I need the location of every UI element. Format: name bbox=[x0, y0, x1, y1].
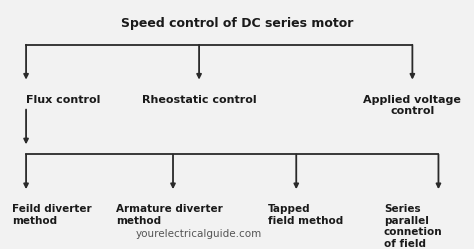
Text: Armature diverter
method: Armature diverter method bbox=[116, 204, 223, 226]
Text: yourelectricalguide.com: yourelectricalguide.com bbox=[136, 229, 262, 239]
Text: Series
parallel
connetion
of field: Series parallel connetion of field bbox=[384, 204, 443, 249]
Text: Rheostatic control: Rheostatic control bbox=[142, 95, 257, 105]
Text: Flux control: Flux control bbox=[26, 95, 100, 105]
Text: Feild diverter
method: Feild diverter method bbox=[12, 204, 91, 226]
Text: Speed control of DC series motor: Speed control of DC series motor bbox=[121, 17, 353, 30]
Text: Tapped
field method: Tapped field method bbox=[268, 204, 343, 226]
Text: Applied voltage
control: Applied voltage control bbox=[364, 95, 461, 116]
